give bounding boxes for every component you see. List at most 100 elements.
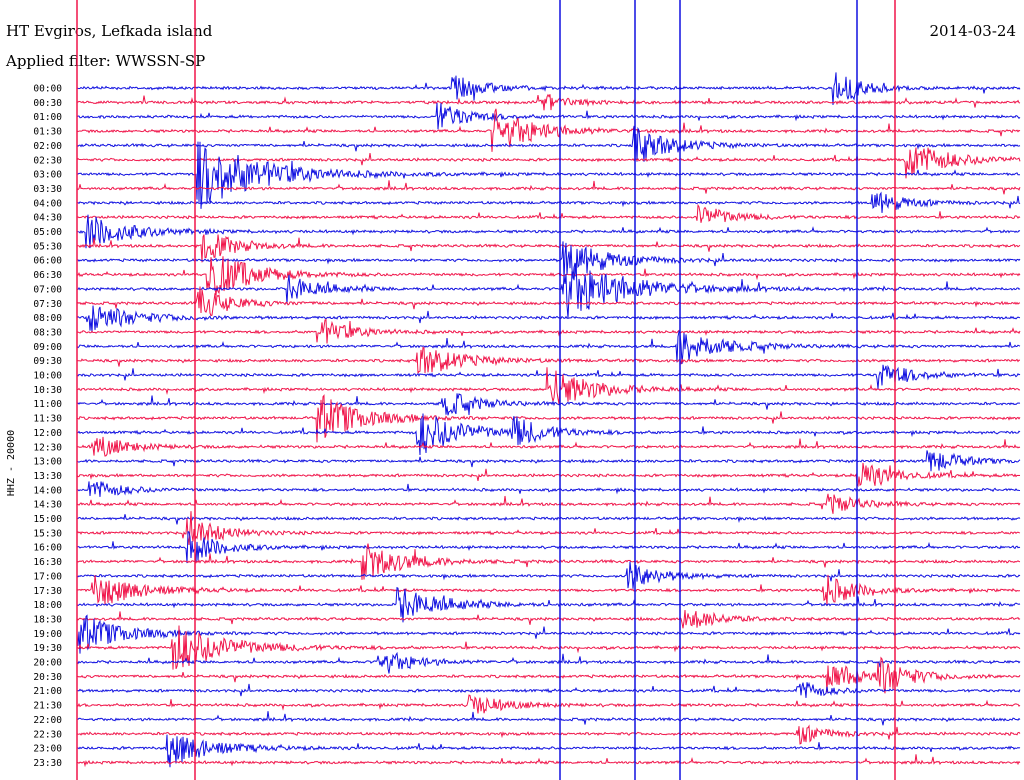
trace-row: [76, 493, 1021, 514]
time-tick-label: 20:00: [33, 658, 62, 669]
time-tick-label: 03:00: [33, 170, 62, 181]
time-tick-label: 14:00: [33, 485, 62, 496]
time-tick-label: 02:00: [33, 141, 62, 152]
trace-row: [76, 586, 1021, 623]
trace-row: [76, 462, 1021, 488]
time-tick-label: 13:30: [33, 471, 62, 482]
time-tick-label: 10:00: [33, 371, 62, 382]
trace-row: [76, 614, 1021, 654]
trace-row: [76, 305, 1021, 333]
trace-row: [76, 263, 1021, 319]
time-tick-labels: 00:00 00:30 01:00 01:30 02:00 02:30 03:00 03:30…: [33, 84, 62, 769]
trace-row: [76, 286, 1021, 317]
trace-row: [76, 481, 1021, 497]
trace-row: [76, 394, 1021, 443]
time-tick-label: 14:30: [33, 500, 62, 511]
time-tick-label: 09:30: [33, 356, 62, 367]
trace-row: [76, 241, 1021, 281]
time-tick-label: 15:00: [33, 514, 62, 525]
time-tick-label: 23:00: [33, 744, 62, 755]
trace-row: [76, 711, 1021, 726]
trace-row: [76, 330, 1021, 365]
time-tick-label: 18:30: [33, 614, 62, 625]
time-tick-label: 21:30: [33, 701, 62, 712]
trace-row: [76, 694, 1021, 714]
time-tick-label: 04:00: [33, 198, 62, 209]
time-tick-label: 20:30: [33, 672, 62, 683]
trace-row: [76, 609, 1021, 629]
time-tick-label: 12:30: [33, 442, 62, 453]
trace-row: [76, 754, 1021, 768]
time-tick-label: 07:30: [33, 299, 62, 310]
time-tick-label: 07:00: [33, 284, 62, 295]
trace-row: [76, 651, 1021, 674]
time-tick-label: 00:00: [33, 84, 62, 95]
time-tick-label: 16:30: [33, 557, 62, 568]
trace-row: [76, 108, 1021, 152]
time-tick-label: 17:30: [33, 586, 62, 597]
time-tick-label: 22:30: [33, 729, 62, 740]
time-tick-label: 09:00: [33, 342, 62, 353]
time-tick-label: 23:30: [33, 758, 62, 769]
time-tick-label: 01:30: [33, 127, 62, 138]
trace-row: [76, 681, 1021, 698]
time-tick-label: 11:00: [33, 399, 62, 410]
trace-row: [76, 543, 1021, 580]
time-tick-label: 01:00: [33, 112, 62, 123]
time-tick-label: 06:00: [33, 256, 62, 267]
trace-row: [76, 367, 1021, 404]
trace-row: [76, 125, 1021, 162]
trace-row: [76, 574, 1021, 606]
time-tick-label: 16:00: [33, 543, 62, 554]
trace-row: [76, 364, 1021, 389]
time-tick-label: 04:30: [33, 213, 62, 224]
time-tick-label: 15:30: [33, 528, 62, 539]
trace-row: [77, 514, 1021, 525]
trace-row: [76, 450, 1021, 472]
trace-row: [76, 191, 1021, 213]
time-tick-label: 02:30: [33, 155, 62, 166]
filter-label: Applied filter: WWSSN-SP: [6, 52, 206, 70]
trace-row: [76, 256, 1021, 296]
trace-row: [76, 734, 1021, 768]
time-tick-label: 11:30: [33, 414, 62, 425]
trace-row: [76, 180, 1021, 195]
trace-row: [76, 511, 1021, 546]
date-label: 2014-03-24: [929, 22, 1016, 40]
y-axis-label: HHZ - 20000: [6, 430, 17, 496]
trace-row: [76, 141, 1021, 209]
time-tick-label: 05:00: [33, 227, 62, 238]
time-tick-label: 03:30: [33, 184, 62, 195]
trace-row: [77, 436, 1021, 457]
time-tick-label: 05:30: [33, 241, 62, 252]
trace-row: [76, 656, 1021, 694]
trace-row: [76, 147, 1021, 179]
time-tick-label: 22:00: [33, 715, 62, 726]
time-tick-label: 08:00: [33, 313, 62, 324]
trace-row: [76, 724, 1021, 745]
time-tick-label: 00:30: [33, 98, 62, 109]
seismic-traces: [76, 0, 1021, 780]
trace-row: [76, 625, 1021, 670]
trace-row: [76, 93, 1021, 111]
time-tick-label: 19:30: [33, 643, 62, 654]
trace-row: [76, 102, 1021, 130]
trace-row: [76, 318, 1021, 344]
station-title: HT Evgiros, Lefkada island: [6, 22, 213, 40]
trace-row: [76, 203, 1021, 223]
time-tick-label: 12:00: [33, 428, 62, 439]
trace-row: [76, 531, 1021, 564]
trace-row: [76, 214, 1021, 249]
trace-row: [76, 72, 1021, 106]
trace-row: [76, 393, 1021, 416]
trace-row: [76, 346, 1021, 375]
time-tick-label: 13:00: [33, 457, 62, 468]
trace-row: [77, 234, 1021, 263]
time-tick-label: 21:00: [33, 686, 62, 697]
trace-row: [76, 561, 1021, 589]
trace-row: [76, 413, 1021, 456]
time-tick-label: 19:00: [33, 629, 62, 640]
time-tick-label: 18:00: [33, 600, 62, 611]
time-tick-label: 06:30: [33, 270, 62, 281]
time-tick-label: 10:30: [33, 385, 62, 396]
